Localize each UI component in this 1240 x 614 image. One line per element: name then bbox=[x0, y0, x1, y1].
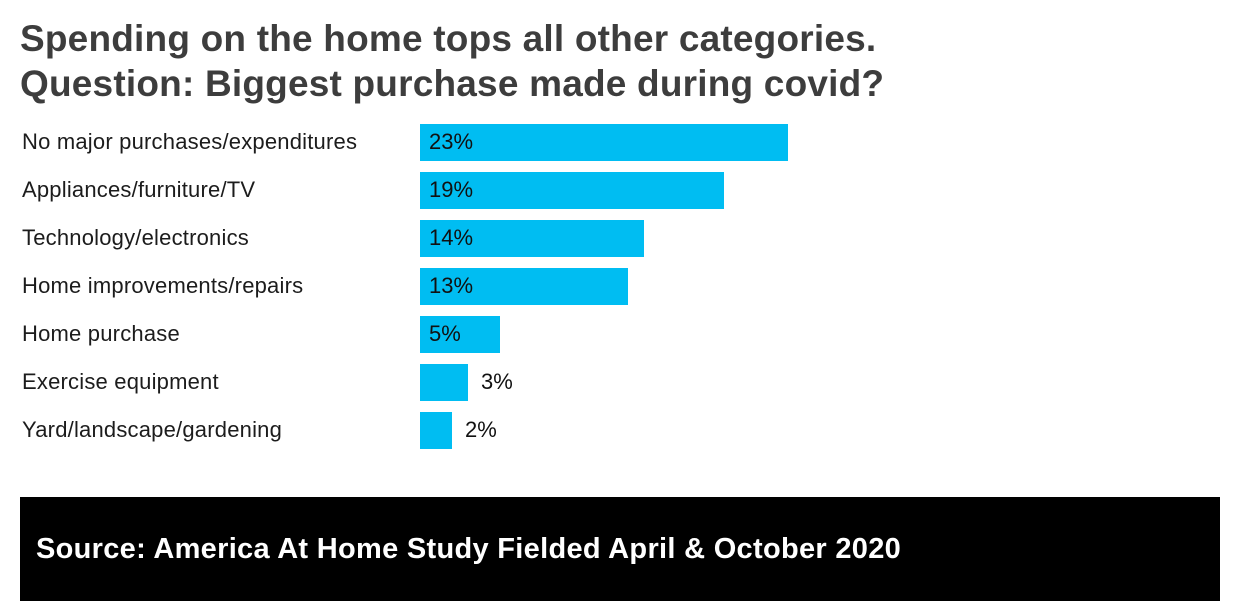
category-label: Technology/electronics bbox=[22, 225, 249, 251]
bar: 5% bbox=[420, 315, 500, 353]
value-label: 5% bbox=[429, 321, 461, 347]
bar-area: 23% bbox=[420, 123, 788, 161]
category-label: Home purchase bbox=[22, 321, 180, 347]
value-label: 19% bbox=[429, 177, 474, 203]
chart-row: Yard/landscape/gardening 2% bbox=[0, 406, 1240, 454]
bar bbox=[420, 411, 452, 449]
category-label: Appliances/furniture/TV bbox=[22, 177, 256, 203]
value-label: 2% bbox=[465, 417, 497, 443]
value-label: 23% bbox=[429, 129, 474, 155]
bar-area: 2% bbox=[420, 411, 497, 449]
bar: 23% bbox=[420, 123, 788, 161]
chart-row: No major purchases/expenditures 23% bbox=[0, 118, 1240, 166]
chart-row: Exercise equipment 3% bbox=[0, 358, 1240, 406]
bar: 13% bbox=[420, 267, 628, 305]
bar: 19% bbox=[420, 171, 724, 209]
source-text: Source: America At Home Study Fielded Ap… bbox=[36, 532, 902, 565]
value-label: 14% bbox=[429, 225, 474, 251]
source-footer: Source: America At Home Study Fielded Ap… bbox=[20, 497, 1220, 601]
bar bbox=[420, 363, 468, 401]
value-label: 3% bbox=[481, 369, 513, 395]
chart-title: Spending on the home tops all other cate… bbox=[0, 0, 1240, 112]
bar-chart: No major purchases/expenditures 23% Applia… bbox=[0, 118, 1240, 454]
chart-title-line2: Question: Biggest purchase made during c… bbox=[20, 63, 885, 105]
chart-title-line1: Spending on the home tops all other cate… bbox=[20, 18, 877, 59]
category-label: No major purchases/expenditures bbox=[22, 129, 358, 155]
bar-area: 5% bbox=[420, 315, 500, 353]
bar-area: 19% bbox=[420, 171, 724, 209]
chart-row: Home improvements/repairs 13% bbox=[0, 262, 1240, 310]
chart-row: Home purchase 5% bbox=[0, 310, 1240, 358]
bar-area: 13% bbox=[420, 267, 628, 305]
bar-area: 3% bbox=[420, 363, 513, 401]
value-label: 13% bbox=[429, 273, 474, 299]
category-label: Exercise equipment bbox=[22, 369, 219, 395]
category-label: Yard/landscape/gardening bbox=[22, 417, 283, 443]
bar: 14% bbox=[420, 219, 644, 257]
bar-area: 14% bbox=[420, 219, 644, 257]
chart-row: Appliances/furniture/TV 19% bbox=[0, 166, 1240, 214]
category-label: Home improvements/repairs bbox=[22, 273, 304, 299]
chart-row: Technology/electronics 14% bbox=[0, 214, 1240, 262]
